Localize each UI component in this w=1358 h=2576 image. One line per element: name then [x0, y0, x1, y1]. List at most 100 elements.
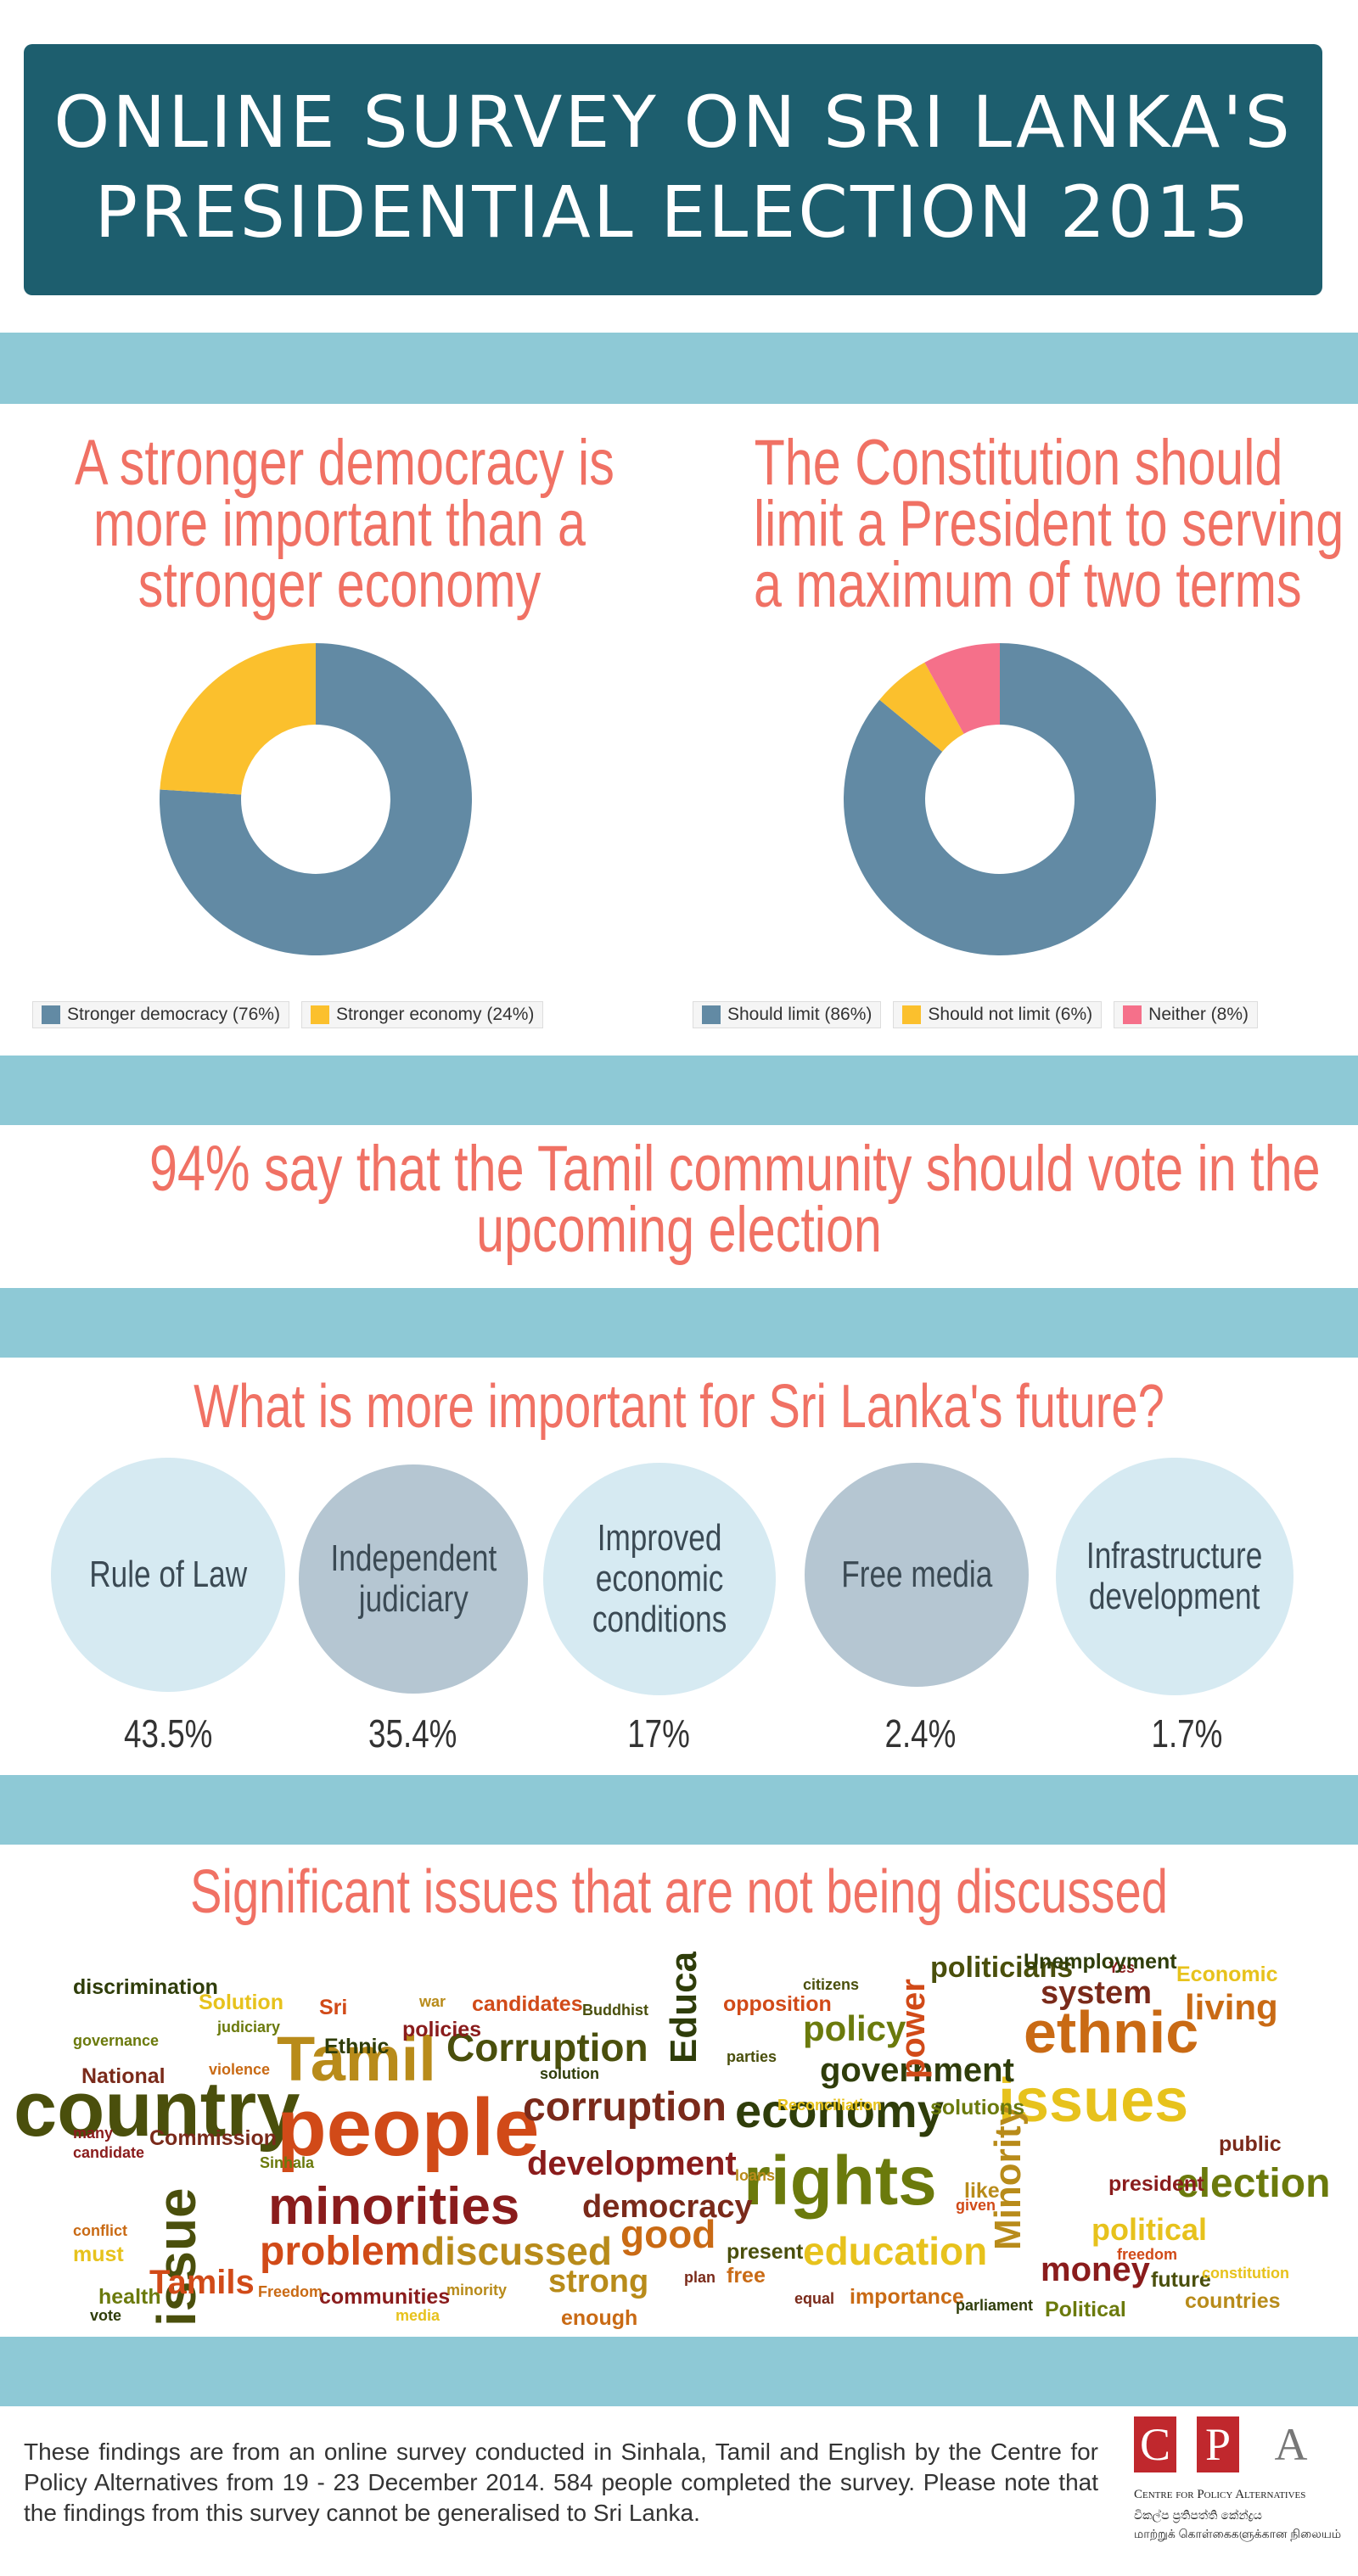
issues-title: Significant issues that are not being di… [0, 1858, 1358, 1926]
word-cloud-term: money [1041, 2251, 1150, 2288]
priority-percent-value: 1.7% [1151, 1711, 1222, 1756]
democracy-legend: Stronger democracy (76%) Stronger econom… [32, 1001, 544, 1028]
word-cloud-term: violence [209, 2061, 271, 2078]
priority-label: Independent [330, 1537, 497, 1579]
word-cloud-term: solutions [930, 2096, 1025, 2120]
word-cloud-term: discrimination [73, 1975, 218, 1999]
word-cloud-term: people [277, 2082, 540, 2173]
word-cloud-term: politicians [930, 1952, 1074, 1984]
priority-circle: Independent judiciary [299, 1464, 528, 1694]
word-cloud-term: problem [260, 2229, 421, 2274]
word-cloud-term: candidates [472, 1992, 583, 2016]
word-cloud-term: given [956, 2197, 996, 2214]
cpa-logo-tamil: மாற்றுக் கொள்கைகளுக்கான நிலையம் [1134, 2527, 1342, 2540]
priority-label: conditions [592, 1599, 727, 1640]
word-cloud-term: present [727, 2240, 804, 2264]
issues-word-cloud: country people Tamil minorities issues rights… [14, 1952, 1344, 2333]
word-cloud-term: media [396, 2307, 441, 2324]
priority-circle: Free media [805, 1463, 1029, 1687]
priority-circle: Infrastructure development [1056, 1458, 1293, 1695]
legend-swatch [902, 1005, 922, 1024]
word-cloud-term: democracy [582, 2189, 753, 2225]
word-cloud-term: countries [1185, 2289, 1281, 2313]
word-cloud-term: parties [727, 2048, 777, 2065]
word-cloud-term: Economic [1176, 1963, 1278, 1986]
future-title-text: What is more important for Sri Lanka's f… [194, 1373, 1164, 1441]
word-cloud-term: political [1091, 2212, 1208, 2247]
priority-percent-value: 43.5% [123, 1711, 213, 1756]
word-cloud-term: must [73, 2243, 124, 2266]
legend-swatch [702, 1005, 721, 1024]
legend-item: Neither (8%) [1114, 1001, 1259, 1028]
word-cloud-term: corruption [523, 2085, 727, 2130]
word-cloud-term: policies [402, 2018, 482, 2041]
word-cloud-term: constitution [1202, 2265, 1289, 2282]
title-line-1: ONLINE SURVEY ON SRI LANKA'S [53, 81, 1293, 164]
constitution-legend: Should limit (86%) Should not limit (6%)… [693, 1001, 1259, 1028]
word-cloud-term: Tamils [149, 2264, 255, 2301]
word-cloud-term: minority [446, 2282, 508, 2299]
word-cloud-term: enough [561, 2306, 638, 2330]
legend-swatch [42, 1005, 60, 1024]
word-cloud-term: Sri [319, 1996, 348, 2019]
future-title: What is more important for Sri Lanka's f… [0, 1373, 1358, 1441]
word-cloud-term: issues [998, 2067, 1189, 2135]
word-cloud-term: Solution [199, 1991, 283, 2014]
word-cloud-term: discussed [421, 2229, 612, 2273]
tamil-statement-line: 94% say that the Tamil community should … [149, 1133, 1321, 1205]
word-cloud-term: solution [540, 2065, 599, 2082]
legend-label: Should limit (86%) [727, 1005, 873, 1024]
legend-item: Stronger economy (24%) [300, 1001, 544, 1028]
priority-label: Improved [597, 1517, 722, 1559]
word-cloud-term: Reconciliation [777, 2097, 883, 2114]
legend-label: Stronger democracy (76%) [67, 1005, 280, 1024]
cpa-logo-letter: A [1274, 2419, 1308, 2470]
word-cloud-term: election [1176, 2161, 1331, 2206]
word-cloud-term: communities [319, 2285, 451, 2309]
priority-percent: 35.4% [328, 1711, 497, 1756]
cpa-logo-letter: C [1134, 2416, 1176, 2472]
word-cloud-term: like [964, 2179, 1000, 2203]
word-cloud-term: importance [850, 2285, 964, 2309]
constitution-title-line: limit a President to serving [754, 488, 1344, 560]
word-cloud-term: parliament [956, 2297, 1034, 2314]
header-banner: ONLINE SURVEY ON SRI LANKA'S PRESIDENTIA… [24, 44, 1322, 295]
word-cloud-term: Minority [987, 2104, 1029, 2250]
legend-label: Should not limit (6%) [928, 1005, 1093, 1024]
word-cloud-term: Freedom [258, 2283, 323, 2300]
divider-band [0, 1775, 1358, 1845]
word-cloud-term: president [1108, 2172, 1204, 2196]
word-cloud-term: good [620, 2212, 716, 2256]
priority-percent-value: 35.4% [368, 1711, 457, 1756]
word-cloud-term: conflict [73, 2222, 128, 2239]
word-cloud-term: public [1219, 2132, 1282, 2156]
priority-percent: 43.5% [83, 1711, 253, 1756]
constitution-title-line: The Constitution should [754, 427, 1283, 499]
word-cloud-term: Corruption [446, 2025, 648, 2069]
legend-swatch [1123, 1005, 1142, 1024]
word-cloud-term: system [1041, 1975, 1152, 2011]
word-cloud-term: opposition [723, 1992, 832, 2016]
word-cloud-term: living [1185, 1987, 1278, 2027]
priority-percent: 1.7% [1102, 1711, 1271, 1756]
word-cloud-term: government [820, 2052, 1014, 2089]
legend-label: Stronger economy (24%) [335, 1005, 535, 1024]
word-cloud-term: loans [735, 2167, 776, 2184]
word-cloud-term: Ethnic [324, 2035, 390, 2058]
word-cloud-term: Commission [149, 2126, 278, 2150]
word-cloud-term: strong [548, 2264, 649, 2299]
word-cloud-term: war [419, 1993, 446, 2010]
democracy-title-line: more important than a [93, 488, 586, 560]
priority-circle: Rule of Law [51, 1458, 285, 1692]
donut-slice-stronger-democracy [159, 643, 472, 955]
word-cloud-term: Education [663, 1952, 704, 2064]
word-cloud-term: minorities [268, 2177, 520, 2236]
priority-percent: 2.4% [835, 1711, 1005, 1756]
donut-slice-should-not-limit [879, 662, 964, 752]
priority-label: Infrastructure [1086, 1535, 1263, 1576]
constitution-title-line: a maximum of two terms [754, 549, 1302, 621]
word-cloud-term: development [527, 2145, 737, 2182]
word-cloud-term: rights [744, 2142, 937, 2220]
divider-band [0, 333, 1358, 404]
priority-percent-value: 2.4% [884, 1711, 956, 1756]
